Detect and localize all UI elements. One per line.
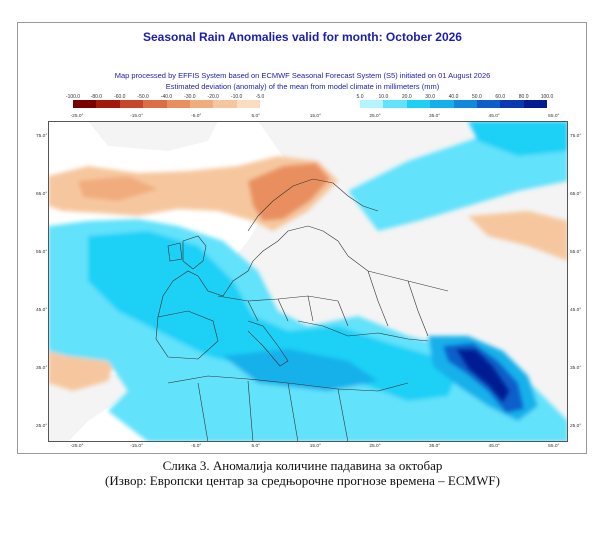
legend-positive-label: 20.0 (401, 94, 412, 100)
coastline-europe (157, 225, 349, 318)
dry-anomaly-iceland-area (78, 176, 158, 201)
legend-negative-swatch (189, 100, 214, 108)
left-latitude-label: 55.0° (36, 250, 48, 255)
map-title: Seasonal Rain Anomalies valid for month:… (143, 30, 462, 44)
legend-negative-swatch (73, 100, 97, 108)
coastline-scandinavia (247, 178, 379, 232)
legend-negative-swatch (119, 100, 144, 108)
figure-caption-line-1: Слика 3. Аномалија количине падавина за … (162, 458, 443, 473)
legend-negative-label: -50.0 (137, 94, 149, 100)
bottom-longitude-label: 55.0° (548, 444, 560, 449)
country-borders-africa (197, 380, 349, 442)
dry-anomaly-east (468, 211, 568, 261)
legend-positive-swatch (360, 100, 384, 108)
wet-anomaly-barents (468, 121, 568, 156)
right-latitude-label: 65.0° (570, 192, 582, 197)
legend-positive-label: 50.0 (472, 94, 482, 100)
right-latitude-label: 75.0° (570, 134, 582, 139)
bottom-longitude-label: 5.0° (251, 444, 261, 449)
greenland-land (88, 121, 218, 151)
coastline-ireland (167, 242, 183, 262)
top-longitude-label: 55.0° (548, 114, 560, 119)
map-frame (48, 121, 568, 442)
legend-positive-label: 40.0 (448, 94, 459, 100)
legend-positive-swatch (430, 100, 454, 108)
legend-positive-label: 5.0 (356, 94, 364, 100)
top-longitude-label: 35.0° (428, 114, 441, 119)
bottom-longitude-label: 35.0° (428, 444, 441, 449)
map-subtitle-processing: Map processed by EFFIS System based on E… (114, 71, 491, 80)
map-subtitle-units: Estimated deviation (anomaly) of the mea… (165, 82, 440, 91)
legend-negative-swatch (166, 100, 190, 108)
right-latitude-label: 35.0° (570, 366, 582, 371)
coastline-iberia (155, 310, 219, 360)
bottom-longitude-label: -25.0° (70, 444, 84, 449)
left-latitude-label: 35.0° (36, 366, 48, 371)
legend-negative-label: -30.0 (184, 94, 196, 100)
dry-anomaly-scandinavia (248, 163, 330, 221)
legend-negative-swatch (236, 100, 260, 108)
wet-anomaly-mideast-max (456, 349, 510, 403)
right-latitude-label: 45.0° (570, 308, 582, 313)
legend-positive-label: 100.0 (540, 94, 554, 100)
bottom-longitude-label: -15.0° (130, 444, 144, 449)
legend-negative-label: -10.0 (230, 94, 243, 100)
legend-negative-swatch (96, 100, 120, 108)
coastline-borders (155, 178, 449, 442)
right-latitude-label: 25.0° (570, 424, 582, 429)
top-longitude-label: -5.0° (191, 114, 202, 119)
legend-positive-swatch (500, 100, 524, 108)
bottom-longitude-label: 15.0° (309, 444, 322, 449)
right-latitude-label: 55.0° (570, 250, 582, 255)
top-longitude-label: 15.0° (309, 114, 322, 119)
country-borders (217, 255, 449, 337)
legend-positive-swatch (383, 100, 407, 108)
bottom-longitude-label: -5.0° (191, 444, 202, 449)
legend-positive-colorbar (360, 100, 547, 108)
left-latitude-label: 25.0° (36, 424, 48, 429)
left-latitude-label: 65.0° (36, 192, 48, 197)
legend-positive-swatch (523, 100, 547, 108)
legend-negative-label: -100.0 (65, 94, 81, 100)
bottom-longitude-label: 25.0° (369, 444, 381, 449)
legend-negative-swatch (213, 100, 237, 108)
top-longitude-label: 45.0° (488, 114, 500, 119)
figure-caption-line-2: (Извор: Европски центар за средњорочне п… (105, 473, 500, 488)
coastline-balkans-turkey (297, 320, 429, 342)
legend-positive-swatch (476, 100, 501, 108)
legend-positive-swatch (453, 100, 477, 108)
legend-positive-label: 60.0 (495, 94, 506, 100)
top-longitude-label: -25.0° (70, 114, 84, 119)
top-longitude-label: -15.0° (130, 114, 144, 119)
legend-negative-colorbar (73, 100, 260, 108)
legend-negative-label: -5.0 (255, 94, 265, 100)
bottom-longitude-label: 45.0° (488, 444, 500, 449)
left-latitude-label: 75.0° (36, 134, 48, 139)
coastline-italy (247, 320, 289, 367)
legend-negative-label: -20.0 (207, 94, 219, 100)
legend-positive-swatch (406, 100, 431, 108)
legend-positive-label: 30.0 (425, 94, 435, 100)
coastline-britain (182, 235, 207, 270)
left-latitude-label: 45.0° (36, 308, 48, 313)
wet-anomaly-core (88, 231, 458, 401)
legend-negative-label: -40.0 (160, 94, 173, 100)
legend-positive-label: 80.0 (518, 94, 529, 100)
top-longitude-label: 5.0° (251, 114, 261, 119)
legend-negative-label: -60.0 (114, 94, 126, 100)
precipitation-anomaly-map (48, 121, 568, 442)
legend-negative-label: -80.0 (90, 94, 103, 100)
legend-positive-label: 10.0 (378, 94, 389, 100)
top-longitude-label: 25.0° (369, 114, 381, 119)
legend-negative-swatch (143, 100, 167, 108)
